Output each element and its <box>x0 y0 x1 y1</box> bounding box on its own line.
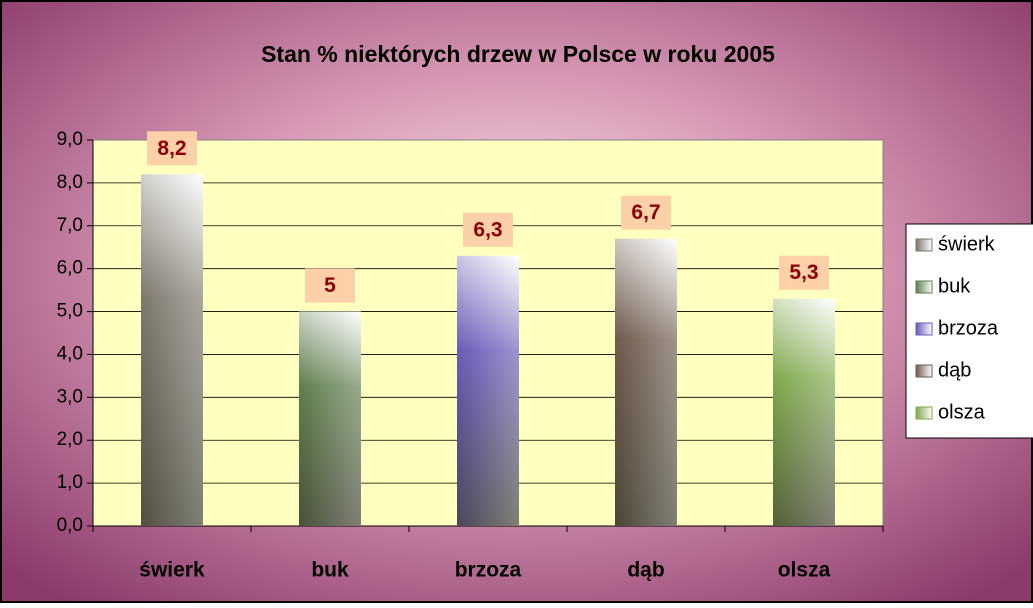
bar-texture <box>141 174 203 526</box>
bar-texture <box>615 239 677 526</box>
bar-texture <box>457 256 519 526</box>
value-label: 5 <box>324 274 336 297</box>
y-tick-label: 5,0 <box>57 301 83 322</box>
y-tick-label: 2,0 <box>57 429 83 450</box>
value-label: 5,3 <box>789 261 818 284</box>
x-tick-label: olsza <box>778 559 831 582</box>
value-label: 6,7 <box>631 201 660 224</box>
y-tick-label: 0,0 <box>57 515 83 536</box>
legend-label: dąb <box>938 359 971 381</box>
x-tick-label: świerk <box>139 559 205 582</box>
legend-swatch <box>916 239 932 251</box>
chart: Stan % niektórych drzew w Polsce w roku … <box>0 0 1033 603</box>
chart-title: Stan % niektórych drzew w Polsce w roku … <box>261 41 775 67</box>
y-tick-label: 6,0 <box>57 258 83 279</box>
value-label: 6,3 <box>473 218 502 241</box>
page: Stan % niektórych drzew w Polsce w roku … <box>0 0 1033 603</box>
y-tick-label: 1,0 <box>57 472 83 493</box>
x-tick-label: dąb <box>627 559 664 582</box>
legend-label: buk <box>938 275 971 297</box>
legend-label: świerk <box>938 233 996 255</box>
y-tick-label: 3,0 <box>57 386 83 407</box>
legend-swatch <box>916 281 932 293</box>
y-tick-label: 4,0 <box>57 343 83 364</box>
value-label: 8,2 <box>157 137 186 160</box>
y-tick-label: 8,0 <box>57 172 83 193</box>
y-tick-label: 9,0 <box>57 129 83 150</box>
bar-texture <box>299 312 361 526</box>
y-tick-label: 7,0 <box>57 215 83 236</box>
x-tick-label: buk <box>311 559 349 582</box>
legend-label: brzoza <box>938 317 999 339</box>
x-tick-label: brzoza <box>455 559 522 582</box>
legend-label: olsza <box>938 401 986 423</box>
legend-swatch <box>916 365 932 377</box>
legend-swatch <box>916 323 932 335</box>
bar-texture <box>773 299 835 526</box>
legend-swatch <box>916 407 932 419</box>
